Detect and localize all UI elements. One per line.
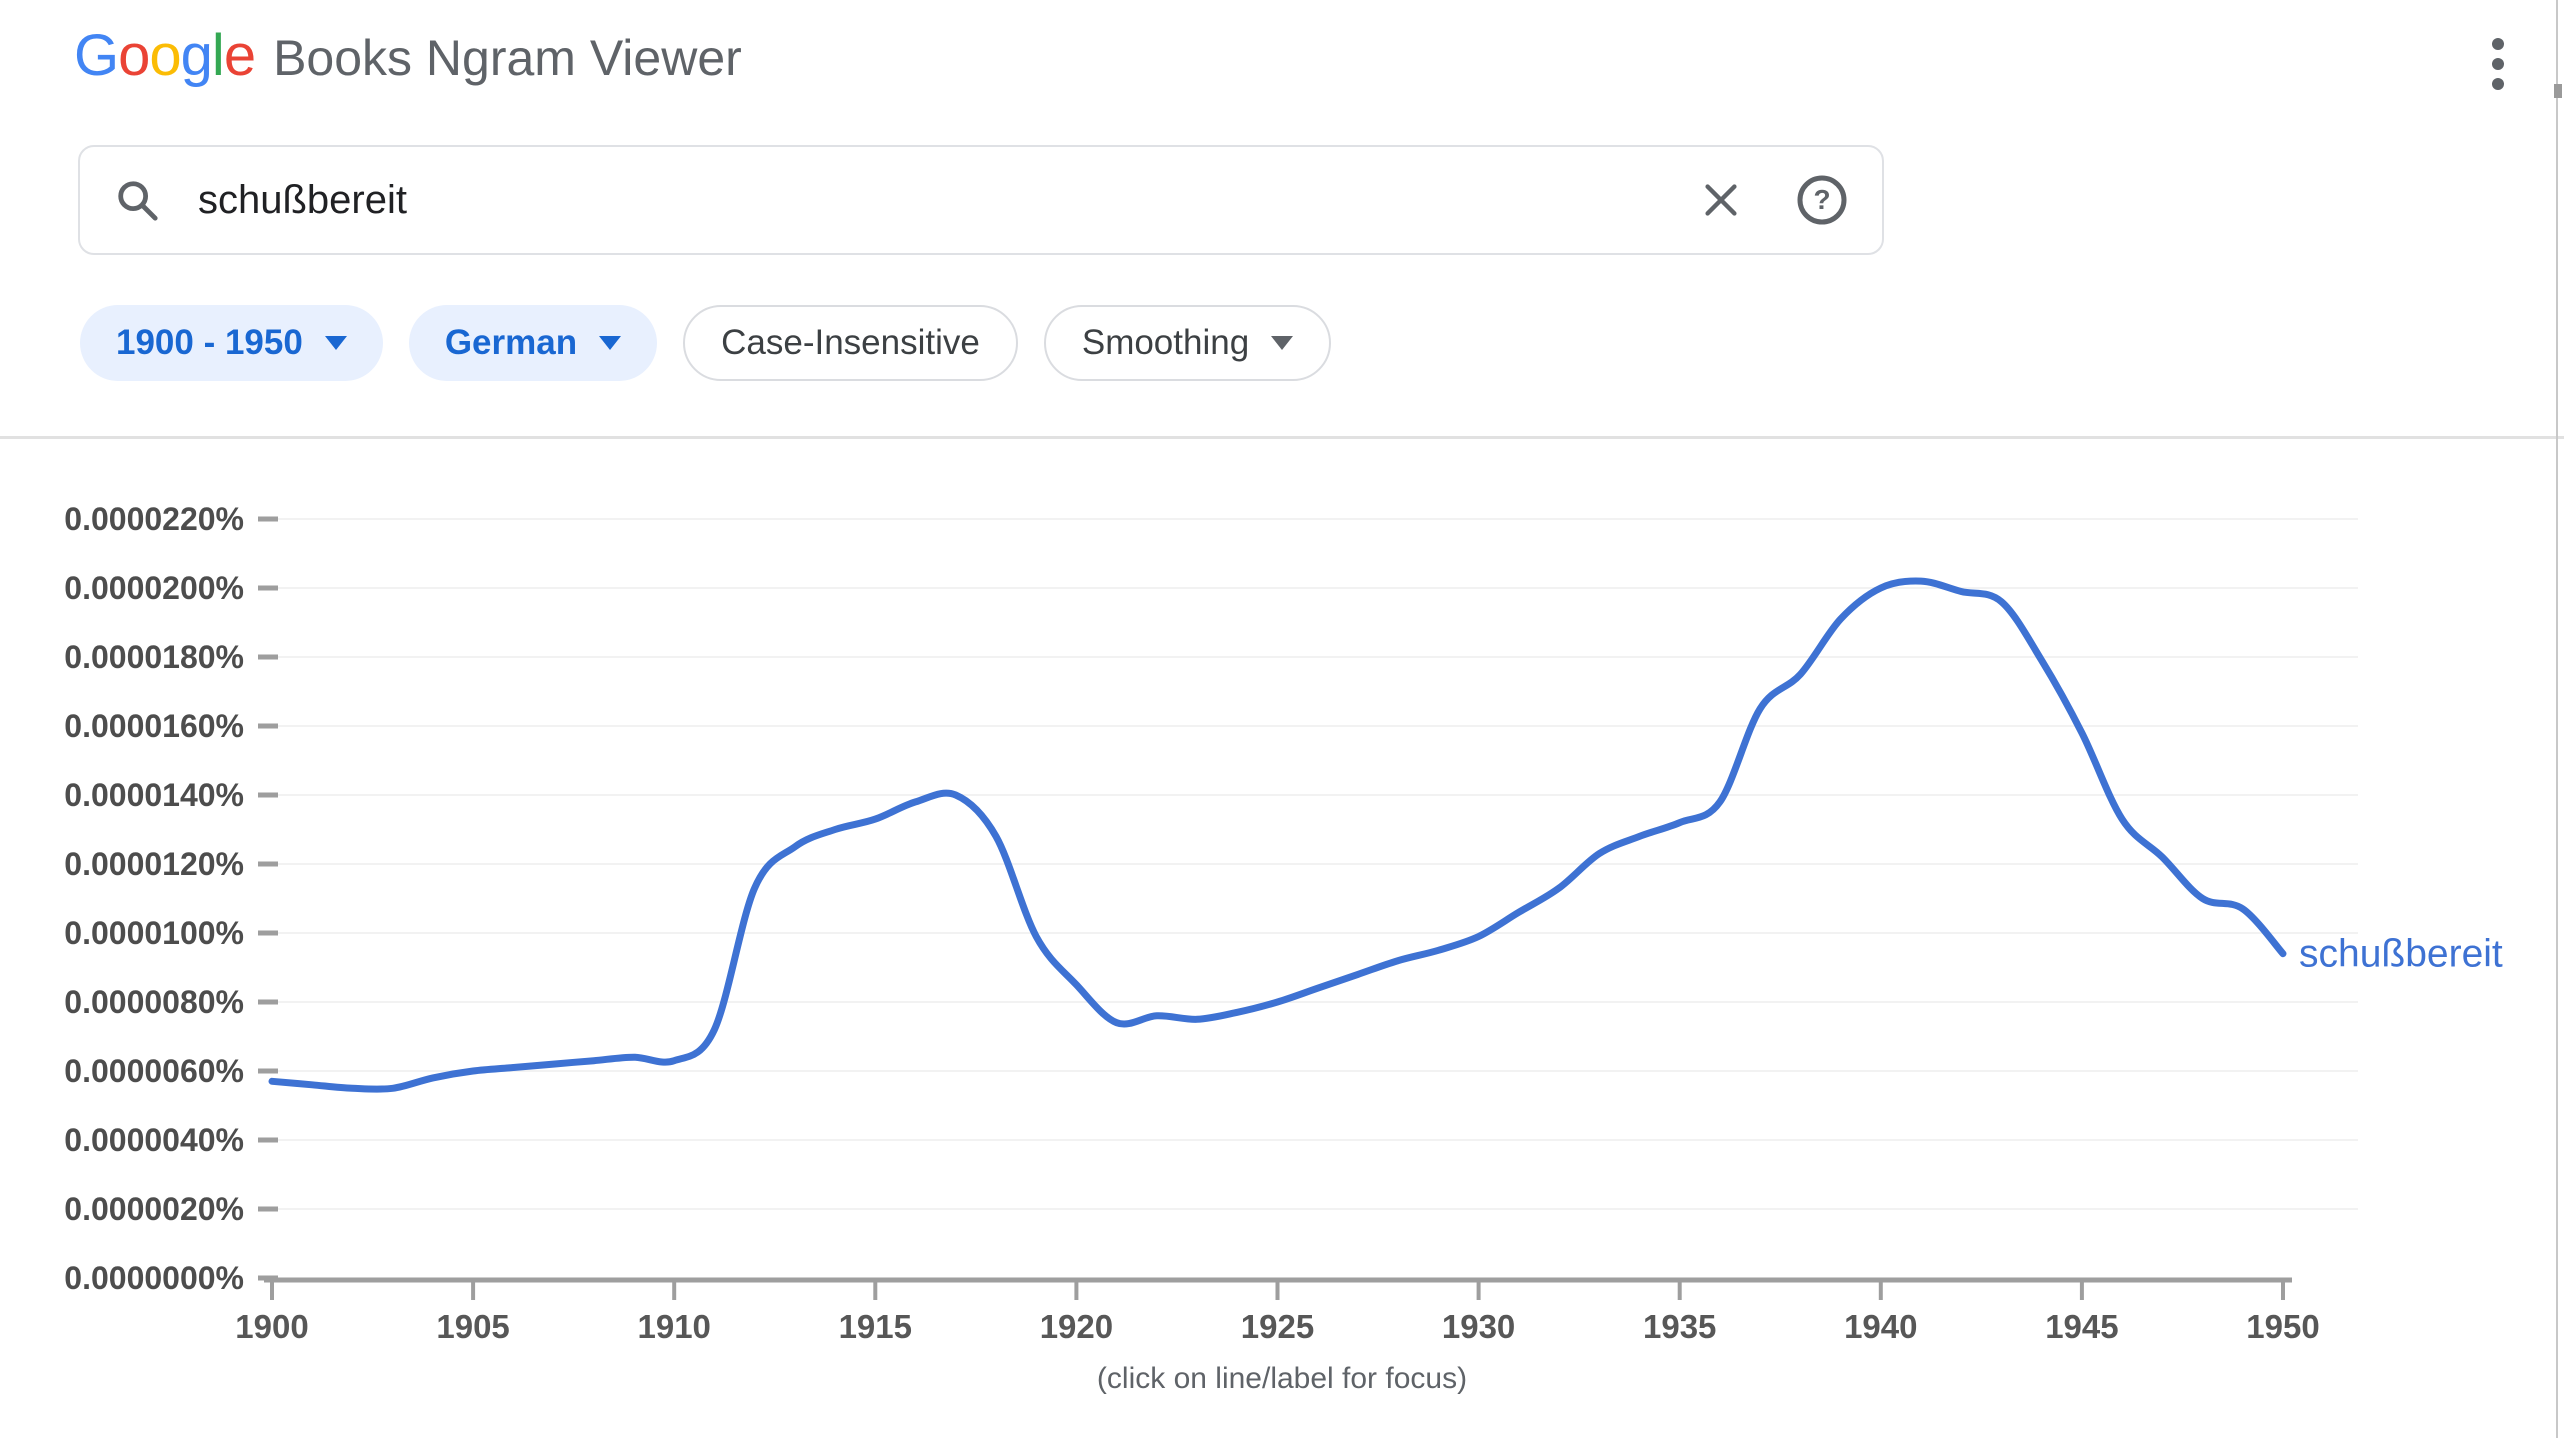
y-tick-label: 0.0000140% [64, 777, 244, 813]
y-tick-label: 0.0000100% [64, 915, 244, 951]
header: Google Books Ngram Viewer [74, 22, 742, 102]
logo-letter: l [211, 23, 225, 88]
y-tick-label: 0.0000120% [64, 846, 244, 882]
corpus-label: German [444, 323, 578, 362]
scrollbar[interactable] [2556, 0, 2558, 1438]
y-tick-label: 0.0000040% [64, 1122, 244, 1158]
x-tick-label: 1950 [2246, 1308, 2319, 1345]
logo-letter: o [118, 23, 150, 88]
google-logo[interactable]: Google [74, 22, 256, 89]
year-range-label: 1900 - 1950 [116, 323, 303, 362]
chevron-down-icon [599, 336, 622, 350]
search-box: ? [78, 145, 1884, 255]
series-label[interactable]: schußbereit [2299, 933, 2503, 976]
x-tick-label: 1920 [1040, 1308, 1113, 1345]
y-tick-label: 0.0000220% [64, 501, 244, 537]
y-tick-label: 0.0000000% [64, 1260, 244, 1296]
more-options-button[interactable] [2478, 36, 2518, 92]
filter-chips: 1900 - 1950 German Case-Insensitive Smoo… [80, 305, 1332, 381]
help-icon: ? [1797, 175, 1847, 225]
x-tick-label: 1925 [1241, 1308, 1314, 1345]
x-tick-label: 1910 [637, 1308, 710, 1345]
close-icon [1705, 184, 1737, 216]
y-tick-label: 0.0000080% [64, 984, 244, 1020]
x-tick-label: 1940 [1844, 1308, 1917, 1345]
svg-text:?: ? [1813, 184, 1830, 215]
series-line[interactable] [268, 577, 2287, 1093]
search-input[interactable] [196, 176, 1698, 224]
case-insensitive-chip[interactable]: Case-Insensitive [683, 305, 1018, 381]
x-tick-label: 1915 [839, 1308, 912, 1345]
section-divider [0, 436, 2564, 439]
year-range-chip[interactable]: 1900 - 1950 [80, 305, 383, 381]
chevron-down-icon [1271, 336, 1294, 350]
y-tick-label: 0.0000060% [64, 1053, 244, 1089]
logo-letter: e [223, 23, 256, 88]
chart-hint-text: (click on line/label for focus) [1096, 1362, 1468, 1395]
clear-search-button[interactable] [1698, 177, 1744, 223]
x-tick-label: 1930 [1442, 1308, 1515, 1345]
y-tick-label: 0.0000180% [64, 639, 244, 675]
kebab-dot [2492, 78, 2504, 90]
smoothing-chip[interactable]: Smoothing [1043, 305, 1332, 381]
scrollbar-thumb[interactable] [2554, 84, 2562, 98]
x-tick-label: 1935 [1643, 1308, 1716, 1345]
y-tick-label: 0.0000160% [64, 708, 244, 744]
case-insensitive-label: Case-Insensitive [721, 323, 980, 362]
help-button[interactable]: ? [1796, 174, 1848, 226]
x-tick-label: 1905 [436, 1308, 509, 1345]
logo-letter: g [180, 23, 213, 88]
kebab-dot [2492, 38, 2504, 50]
chevron-down-icon [324, 336, 347, 350]
x-tick-label: 1945 [2045, 1308, 2118, 1345]
logo-letter: o [149, 23, 181, 88]
smoothing-label: Smoothing [1081, 323, 1250, 362]
y-tick-label: 0.0000200% [64, 570, 244, 606]
search-icon [118, 181, 158, 221]
x-tick-label: 1900 [235, 1308, 308, 1345]
logo-letter: G [74, 23, 119, 88]
ngram-chart[interactable]: 0.0000000% 0.0000020% 0.0000040% 0.0000060%… [0, 460, 2564, 1360]
y-tick-label: 0.0000020% [64, 1191, 244, 1227]
kebab-dot [2492, 58, 2504, 70]
corpus-chip[interactable]: German [408, 305, 658, 381]
page-title: Books Ngram Viewer [273, 30, 742, 86]
